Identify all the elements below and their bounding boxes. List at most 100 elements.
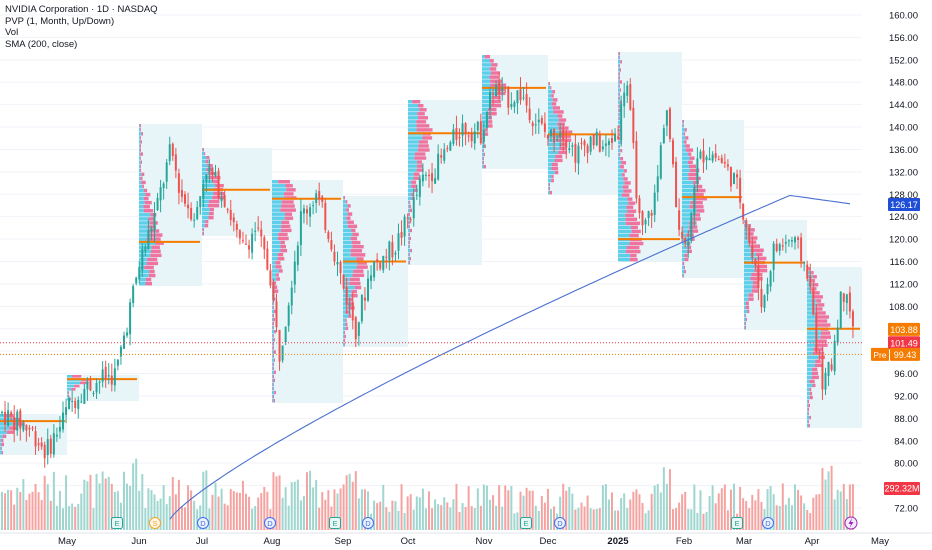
volume-bar (107, 476, 110, 530)
candle-up (495, 84, 498, 97)
volume-bar (104, 478, 107, 530)
volume-bar (525, 487, 528, 530)
profile-bar-up (682, 128, 685, 132)
symbol-title[interactable]: NVIDIA Corporation · 1D · NASDAQ (5, 4, 158, 15)
profile-bar-down (356, 257, 364, 261)
profile-bar-down (411, 184, 417, 188)
volume-bar (559, 496, 562, 530)
candle-up (52, 433, 55, 455)
candle-down (848, 292, 851, 312)
profile-bar-up (807, 375, 812, 380)
profile-bar-down (146, 237, 161, 241)
candle-down (104, 366, 107, 380)
dividend-marker[interactable] (762, 517, 774, 529)
profile-bar-up (807, 291, 813, 295)
time-tick-label: Dec (540, 536, 557, 547)
candle-up (516, 90, 519, 104)
volume-indicator-label[interactable]: Vol (5, 27, 19, 38)
profile-bar-down (491, 99, 501, 104)
volume-bar (775, 505, 778, 530)
earnings-marker[interactable] (329, 517, 341, 529)
volume-bar (238, 492, 241, 530)
profile-bar-up (807, 287, 812, 291)
candle-up (644, 220, 647, 225)
profile-bar-down (694, 184, 703, 189)
volume-bar (620, 498, 623, 530)
pvp-indicator-label[interactable]: PVP (1, Month, Up/Down) (5, 15, 115, 27)
price-tick-label: 160.00 (889, 11, 918, 22)
profile-bar-down (413, 176, 421, 180)
profile-bar-up (202, 220, 206, 224)
volume-bar (52, 471, 55, 530)
volume-bar (406, 496, 409, 530)
profile-bar-down (696, 209, 705, 213)
profile-bar-down (811, 271, 814, 275)
volume-bar (220, 488, 223, 530)
last-price-value: 101.49 (890, 338, 918, 348)
dividend-marker[interactable] (554, 517, 566, 529)
profile-bar-down (809, 395, 813, 400)
profile-bar-down (619, 96, 620, 100)
candle-down (34, 431, 37, 447)
profile-bar-down (619, 88, 621, 92)
candle-down (830, 364, 833, 370)
profile-bar-up (408, 260, 409, 265)
profile-bar-up (682, 196, 694, 201)
profile-bar-down (277, 252, 284, 257)
candle-down (248, 245, 251, 250)
sma-indicator-label[interactable]: SMA (200, close) (5, 38, 78, 50)
profile-bar-up (482, 87, 497, 92)
volume-bar (797, 489, 800, 530)
volume-bar (470, 506, 473, 530)
volume-bar (241, 480, 244, 530)
volume-bar (159, 498, 162, 530)
profile-bar-down (551, 94, 554, 98)
volume-bar (193, 500, 196, 530)
volume-bar (229, 489, 232, 530)
profile-bar-down (811, 279, 816, 283)
profile-bar-down (622, 185, 629, 189)
profile-bar-down (684, 269, 686, 274)
volume-bar (830, 465, 833, 530)
dividend-marker[interactable] (197, 517, 209, 529)
volume-bar (28, 493, 31, 530)
dividend-marker[interactable] (264, 517, 276, 529)
profile-bar-down (272, 374, 274, 379)
earnings-marker[interactable] (111, 517, 123, 529)
profile-bar-down (352, 244, 364, 249)
candle-down (19, 410, 22, 429)
candle-down (211, 167, 214, 175)
candle-down (385, 256, 388, 258)
candle-down (638, 198, 641, 214)
candle-up (690, 212, 693, 241)
profile-bar-up (807, 323, 816, 327)
profile-bar-up (548, 86, 551, 90)
candle-up (348, 304, 351, 307)
profile-bar-up (682, 225, 689, 229)
profile-bar-up (202, 232, 203, 236)
profile-bar-up (139, 156, 141, 160)
candle-up (153, 212, 156, 231)
split-marker[interactable] (149, 517, 161, 529)
volume-bar (543, 502, 546, 530)
profile-bar-down (140, 140, 142, 144)
volume-bar (129, 485, 132, 530)
candle-down (702, 150, 705, 163)
profile-bar-up (272, 330, 275, 334)
price-axis[interactable] (862, 0, 932, 550)
profile-bar-down (417, 112, 425, 116)
earnings-marker[interactable] (520, 517, 532, 529)
profile-bar-up (139, 136, 141, 140)
profile-bar-down (815, 323, 831, 327)
profile-bar-down (2, 434, 7, 438)
profile-bar-up (807, 415, 810, 420)
candle-down (28, 427, 31, 430)
dividend-marker[interactable] (362, 517, 374, 529)
earnings-marker[interactable] (731, 517, 743, 529)
profile-bar-up (482, 148, 484, 153)
profile-bar-down (627, 209, 637, 213)
event-marker-letter: D (557, 519, 563, 528)
volume-bar (357, 498, 360, 530)
profile-bar-down (809, 415, 811, 420)
